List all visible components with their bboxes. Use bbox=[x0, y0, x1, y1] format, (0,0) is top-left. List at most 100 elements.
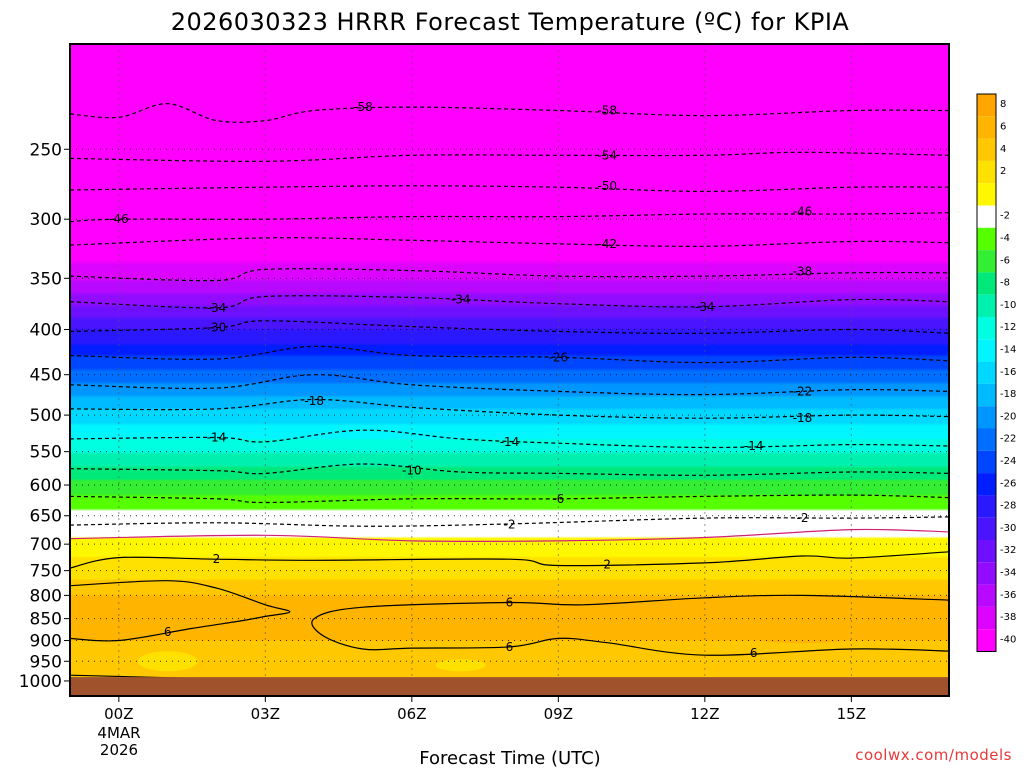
legend-swatch bbox=[977, 361, 996, 384]
isotherm-label: -46 bbox=[793, 204, 813, 218]
legend-label: -14 bbox=[1000, 344, 1016, 355]
isotherm bbox=[70, 516, 949, 527]
isotherm bbox=[311, 594, 949, 656]
cool-pocket bbox=[137, 651, 198, 672]
legend-swatch bbox=[977, 160, 996, 184]
x-tick-label: 15Z bbox=[837, 705, 866, 723]
legend-swatch bbox=[977, 450, 996, 474]
legend-label: -2 bbox=[1000, 211, 1010, 222]
ground-surface bbox=[70, 677, 949, 696]
y-axis: 2503003504004505005506006507007508008509… bbox=[19, 140, 70, 692]
legend-label: -40 bbox=[1000, 634, 1016, 645]
isotherm bbox=[70, 103, 949, 123]
isotherm-label: -18 bbox=[793, 411, 813, 425]
isotherm bbox=[70, 151, 949, 162]
isotherm-label: -6 bbox=[552, 492, 564, 506]
legend-label: -38 bbox=[1000, 612, 1016, 623]
isotherm-label: -54 bbox=[597, 148, 617, 162]
legend-swatch bbox=[977, 94, 996, 117]
y-tick-label: 950 bbox=[30, 652, 62, 672]
isotherm-label: 6 bbox=[506, 640, 514, 654]
legend-swatch bbox=[977, 428, 996, 451]
x-tick-label: 09Z bbox=[544, 705, 573, 723]
isotherm-label: 2 bbox=[603, 557, 611, 571]
y-tick-label: 350 bbox=[30, 269, 62, 289]
isotherm-label: -50 bbox=[597, 179, 617, 193]
isotherm-label: 2 bbox=[213, 552, 221, 566]
legend-label: 8 bbox=[1000, 99, 1006, 110]
isotherm-label: 6 bbox=[506, 595, 514, 609]
legend-swatch bbox=[977, 272, 996, 295]
isotherm-label: 6 bbox=[750, 646, 758, 660]
isotherm-label: -18 bbox=[304, 394, 324, 408]
legend-swatch bbox=[977, 540, 996, 563]
plot-area: -58 -58-54-50-46-46-42-38-34-34-34-30-26-… bbox=[69, 43, 950, 697]
isotherm bbox=[70, 268, 949, 282]
x-axis: 00Z 03Z 06Z 09Z 12Z 15Z bbox=[104, 696, 866, 723]
isotherm-label: -10 bbox=[402, 464, 422, 478]
legend-swatch bbox=[977, 406, 996, 429]
isotherm-label: -34 bbox=[695, 300, 715, 314]
y-tick-label: 450 bbox=[30, 366, 62, 386]
isotherm bbox=[70, 551, 949, 569]
legend-label: -24 bbox=[1000, 456, 1016, 467]
legend-swatch bbox=[977, 317, 996, 340]
y-tick-label: 700 bbox=[30, 535, 62, 555]
isotherm-label: -34 bbox=[207, 301, 227, 315]
isotherm bbox=[70, 398, 949, 419]
legend-label: -6 bbox=[1000, 255, 1010, 266]
legend-swatch bbox=[977, 205, 996, 228]
x-date-year: 2026 bbox=[100, 741, 138, 759]
legend-frame bbox=[976, 93, 997, 652]
legend-label: -30 bbox=[1000, 523, 1016, 534]
legend-swatch bbox=[977, 383, 996, 407]
warm-core bbox=[137, 594, 218, 615]
legend-label: 4 bbox=[1000, 144, 1006, 155]
y-tick-label: 900 bbox=[30, 632, 62, 652]
isotherm-label: -58 bbox=[353, 100, 373, 114]
legend-label: -4 bbox=[1000, 233, 1010, 244]
y-tick-label: 500 bbox=[30, 406, 62, 426]
legend-swatch bbox=[977, 183, 996, 206]
isotherm-label: -26 bbox=[549, 350, 569, 364]
isotherm-label: -14 bbox=[207, 430, 227, 444]
legend-swatch bbox=[977, 517, 996, 540]
isotherm bbox=[70, 494, 949, 504]
y-tick-label: 300 bbox=[30, 210, 62, 230]
credit-text: coolwx.com/models bbox=[855, 746, 1012, 764]
legend-swatch bbox=[977, 227, 996, 251]
legend-swatch bbox=[977, 584, 996, 607]
isotherm bbox=[70, 212, 949, 223]
legend-label: -12 bbox=[1000, 322, 1016, 333]
x-axis-label: Forecast Time (UTC) bbox=[419, 748, 600, 768]
warm-core bbox=[712, 603, 893, 644]
isotherm-label: 6 bbox=[164, 625, 172, 639]
warm-cores bbox=[137, 594, 893, 672]
isotherm bbox=[70, 580, 291, 642]
isotherm bbox=[70, 185, 949, 193]
contour-labels: -58 -58-54-50-46-46-42-38-34-34-34-30-26-… bbox=[109, 100, 813, 660]
isotherm bbox=[70, 295, 949, 309]
legend-label: -32 bbox=[1000, 545, 1016, 556]
legend-label: -36 bbox=[1000, 590, 1016, 601]
legend-swatch bbox=[977, 116, 996, 139]
legend-label: -20 bbox=[1000, 411, 1016, 422]
legend-swatch bbox=[977, 294, 996, 317]
y-tick-label: 600 bbox=[30, 476, 62, 496]
isotherm bbox=[70, 463, 949, 476]
legend-label: -26 bbox=[1000, 478, 1016, 489]
legend-label: -34 bbox=[1000, 567, 1016, 578]
isotherm-label: -34 bbox=[451, 293, 471, 307]
legend-swatch bbox=[977, 562, 996, 585]
legend-label: 6 bbox=[1000, 121, 1006, 132]
isotherm-contours bbox=[70, 103, 949, 680]
legend-swatch bbox=[977, 473, 996, 496]
isotherm-label: -2 bbox=[797, 511, 809, 525]
cool-pocket bbox=[435, 659, 486, 672]
zero-isotherm bbox=[70, 528, 949, 543]
chart-title: 2026030323 HRRR Forecast Temperature (ºC… bbox=[171, 8, 850, 36]
y-tick-label: 400 bbox=[30, 321, 62, 341]
x-tick-label: 12Z bbox=[690, 705, 719, 723]
isotherm-label: -2 bbox=[504, 517, 516, 531]
